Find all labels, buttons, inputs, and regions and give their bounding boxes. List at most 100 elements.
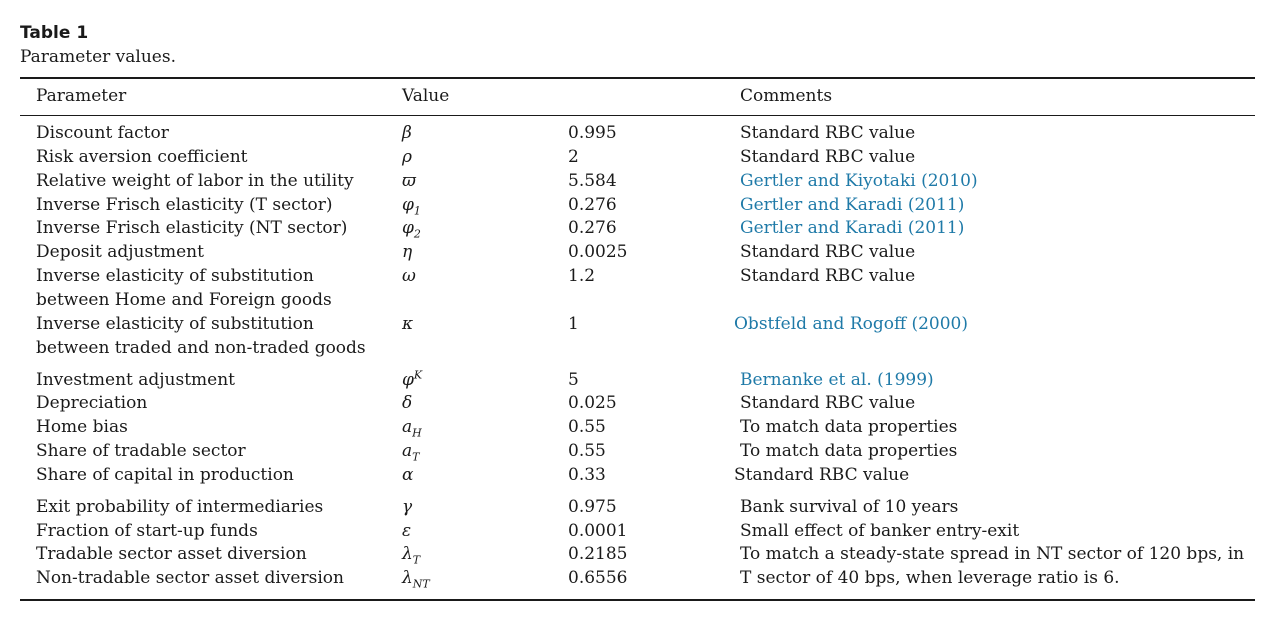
- symbol-base: λ: [402, 568, 413, 588]
- comment-text: To match data properties: [740, 441, 958, 461]
- param-value: 0.55: [568, 441, 606, 461]
- param-symbol: κ: [402, 313, 413, 335]
- param-symbol: λT: [402, 543, 420, 565]
- param-symbol: ω: [402, 265, 416, 287]
- symbol-base: κ: [402, 314, 414, 334]
- param-label: Share of tradable sector: [36, 441, 246, 461]
- symbol-base: λ: [402, 544, 413, 564]
- param-label: Fraction of start-up funds: [36, 521, 258, 541]
- param-symbol: aT: [402, 440, 419, 462]
- citation-link[interactable]: Gertler and Karadi (2011): [740, 195, 965, 215]
- param-symbol: φK: [402, 369, 422, 391]
- param-value: 0.025: [568, 393, 617, 413]
- table-subtitle: Parameter values.: [20, 47, 176, 67]
- symbol-subscript: 2: [413, 227, 421, 241]
- param-symbol: aH: [402, 416, 422, 438]
- param-label: Discount factor: [36, 123, 169, 143]
- symbol-subscript: T: [412, 553, 421, 567]
- comment-text: Standard RBC value: [740, 123, 916, 143]
- citation-link[interactable]: Bernanke et al. (1999): [740, 370, 934, 390]
- param-value: 0.995: [568, 123, 617, 143]
- param-value: 0.0001: [568, 521, 628, 541]
- bottom-rule: [20, 599, 1255, 601]
- symbol-subscript: T: [412, 450, 420, 464]
- param-label: Inverse elasticity of substitution: [36, 266, 314, 286]
- header-rule: [20, 115, 1255, 116]
- symbol-subscript: NT: [412, 577, 430, 591]
- comment-text: Bank survival of 10 years: [740, 497, 959, 517]
- symbol-base: a: [402, 441, 413, 461]
- param-value: 0.276: [568, 218, 617, 238]
- param-label: Deposit adjustment: [36, 242, 204, 262]
- symbol-superscript: K: [413, 368, 423, 382]
- header-comments: Comments: [740, 86, 833, 106]
- symbol-base: γ: [402, 497, 413, 517]
- param-symbol: φ2: [402, 217, 421, 239]
- symbol-base: η: [402, 242, 413, 262]
- comment-text: T sector of 40 bps, when leverage ratio …: [740, 568, 1120, 588]
- symbol-base: ρ: [402, 147, 412, 167]
- param-value: 5: [568, 370, 579, 390]
- symbol-base: α: [402, 465, 414, 485]
- param-label: Inverse Frisch elasticity (T sector): [36, 195, 333, 215]
- param-label: Inverse Frisch elasticity (NT sector): [36, 218, 348, 238]
- param-label: Home bias: [36, 417, 128, 437]
- symbol-base: ε: [402, 521, 412, 541]
- param-symbol: δ: [402, 392, 412, 414]
- comment-text: To match data properties: [740, 417, 958, 437]
- param-label: Inverse elasticity of substitution: [36, 314, 314, 334]
- symbol-base: φ: [402, 218, 414, 238]
- symbol-subscript: H: [412, 426, 422, 440]
- header-value: Value: [402, 86, 450, 106]
- param-value: 0.0025: [568, 242, 628, 262]
- param-symbol: β: [402, 122, 412, 144]
- param-value: 5.584: [568, 171, 617, 191]
- citation-link[interactable]: Gertler and Karadi (2011): [740, 218, 965, 238]
- param-label: Depreciation: [36, 393, 148, 413]
- param-label-cont: between traded and non-traded goods: [36, 338, 366, 358]
- comment-text: Standard RBC value: [740, 266, 916, 286]
- param-symbol: α: [402, 464, 413, 486]
- comment-text: Standard RBC value: [740, 147, 916, 167]
- citation-link[interactable]: Gertler and Kiyotaki (2010): [740, 171, 978, 191]
- top-rule: [20, 77, 1255, 79]
- comment-text: Standard RBC value: [734, 465, 910, 485]
- param-symbol: φ1: [402, 194, 421, 216]
- table-title: Table 1: [20, 23, 89, 43]
- symbol-base: β: [402, 123, 412, 143]
- param-value: 0.6556: [568, 568, 628, 588]
- param-symbol: ρ: [402, 146, 412, 168]
- param-label: Investment adjustment: [36, 370, 236, 390]
- table-caption: Table 1 Parameter values.: [20, 22, 176, 68]
- param-value: 0.2185: [568, 544, 628, 564]
- param-symbol: λNT: [402, 567, 430, 589]
- symbol-base: φ: [402, 370, 414, 390]
- param-label: Share of capital in production: [36, 465, 294, 485]
- param-label-cont: between Home and Foreign goods: [36, 290, 332, 310]
- param-symbol: γ: [402, 496, 412, 518]
- comment-text: Standard RBC value: [740, 242, 916, 262]
- symbol-base: δ: [402, 393, 413, 413]
- comment-text: Standard RBC value: [740, 393, 916, 413]
- param-symbol: ε: [402, 520, 411, 542]
- citation-link[interactable]: Obstfeld and Rogoff (2000): [734, 314, 968, 334]
- param-value: 1.2: [568, 266, 596, 286]
- comment-text: Small effect of banker entry-exit: [740, 521, 1020, 541]
- symbol-base: φ: [402, 195, 414, 215]
- param-value: 0.33: [568, 465, 606, 485]
- symbol-base: a: [402, 417, 413, 437]
- param-value: 0.276: [568, 195, 617, 215]
- param-label: Relative weight of labor in the utility: [36, 171, 354, 191]
- param-label: Tradable sector asset diversion: [36, 544, 307, 564]
- param-value: 0.975: [568, 497, 617, 517]
- symbol-base: ϖ: [402, 171, 416, 191]
- param-value: 2: [568, 147, 579, 167]
- param-value: 0.55: [568, 417, 606, 437]
- param-label: Non-tradable sector asset diversion: [36, 568, 344, 588]
- param-label: Exit probability of intermediaries: [36, 497, 324, 517]
- param-symbol: ϖ: [402, 170, 416, 192]
- param-label: Risk aversion coefficient: [36, 147, 248, 167]
- symbol-base: ω: [402, 266, 416, 286]
- param-value: 1: [568, 314, 579, 334]
- header-parameter: Parameter: [36, 86, 127, 106]
